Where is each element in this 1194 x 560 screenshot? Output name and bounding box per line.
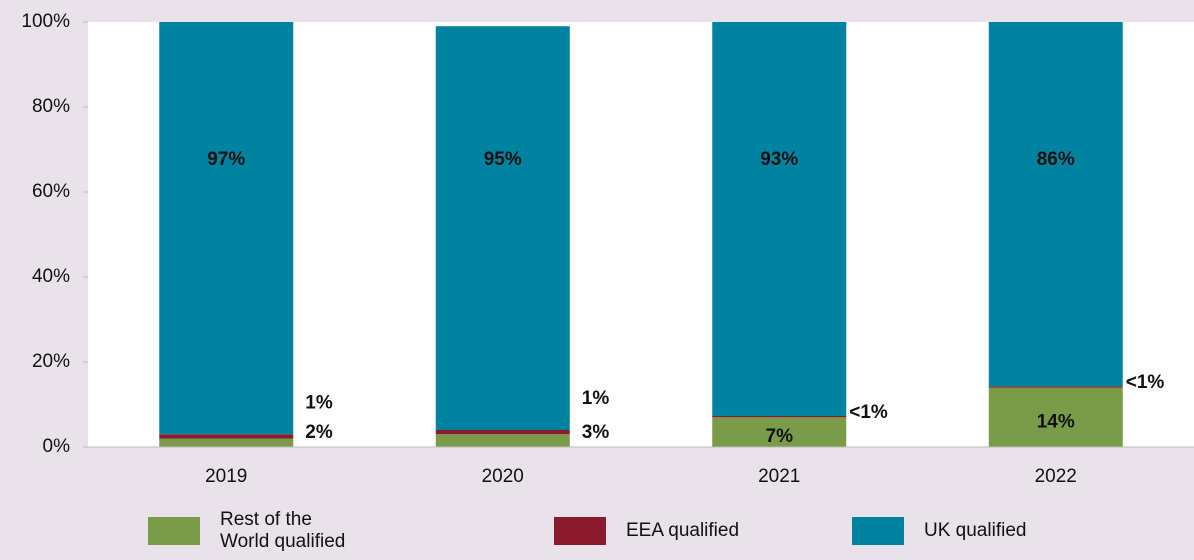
legend-swatch (554, 517, 606, 545)
bar-segment (712, 415, 847, 418)
chart: 0% 20% 40% 60% 80% 100% 2019 2% 1% 97% 2020 3% 1% 95%… (21, 11, 1194, 487)
bar-segment (159, 434, 294, 439)
y-tick-label: 0% (43, 436, 71, 457)
y-tick-label: 60% (32, 181, 70, 202)
legend-item: UK qualified (852, 505, 1124, 557)
value-label: 14% (1037, 411, 1075, 432)
value-label: 95% (484, 149, 522, 170)
y-tick-label: 20% (32, 351, 70, 372)
y-tick-label: 100% (21, 11, 70, 32)
bar-segment (435, 26, 570, 430)
legend-label: UK qualified (924, 520, 1027, 541)
y-tick-label: 40% (32, 266, 70, 287)
x-tick-label: 2020 (482, 466, 524, 487)
bar-segment (435, 434, 570, 447)
bar-segment (988, 387, 1123, 447)
bar-segment (712, 417, 847, 447)
value-label: 3% (582, 422, 610, 443)
x-tick-label: 2022 (1035, 466, 1077, 487)
legend-label: Rest of the World qualified (220, 509, 346, 552)
value-label: 97% (207, 149, 245, 170)
bar-segment (988, 22, 1123, 387)
value-label: 93% (760, 149, 798, 170)
bar-segment (435, 430, 570, 435)
bar-segment (988, 386, 1123, 388)
bars (159, 22, 1123, 447)
value-label: 2% (305, 422, 333, 443)
value-label: 7% (766, 426, 794, 447)
bar-segment (159, 22, 294, 435)
y-tick-label: 80% (32, 96, 70, 117)
legend: Rest of the World qualified EEA qualified… (0, 505, 1194, 560)
x-tick-label: 2019 (205, 466, 247, 487)
value-label: 1% (305, 392, 333, 413)
value-label: <1% (1126, 372, 1165, 393)
legend-item: Rest of the World qualified (148, 505, 350, 557)
legend-item: EEA qualified (554, 505, 826, 557)
legend-swatch (148, 517, 200, 545)
bar-segment (159, 438, 294, 447)
value-label: <1% (849, 402, 888, 423)
x-tick-label: 2021 (758, 466, 800, 487)
bar-segment (712, 22, 847, 416)
value-label: 86% (1037, 149, 1075, 170)
legend-label: EEA qualified (626, 520, 740, 541)
legend-swatch (852, 517, 904, 545)
value-label: 1% (582, 388, 610, 409)
